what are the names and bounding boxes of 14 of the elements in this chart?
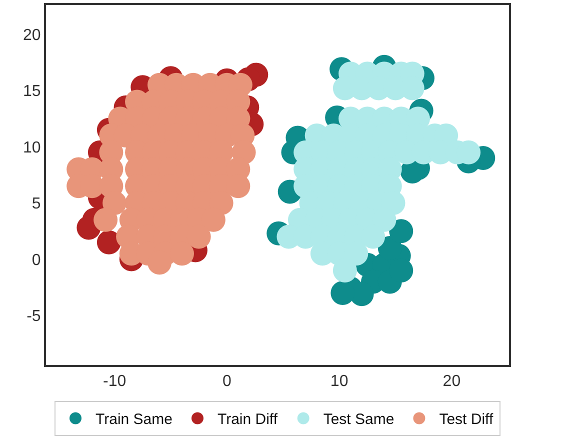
- x-tick-label: -10: [102, 373, 126, 390]
- x-tick-label: 20: [442, 373, 461, 390]
- legend-label: Test Diff: [439, 411, 494, 428]
- x-tick-label: 0: [222, 373, 232, 390]
- y-tick-label: 10: [23, 139, 41, 156]
- y-tick-label: 0: [32, 252, 41, 269]
- legend-label: Train Diff: [217, 411, 278, 428]
- y-tick-label: -5: [26, 308, 41, 326]
- y-tick-label: 5: [32, 196, 41, 213]
- y-tick-label: 20: [23, 26, 41, 44]
- legend-label: Train Same: [96, 411, 172, 428]
- y-tick-label: 15: [23, 83, 41, 100]
- legend-label: Test Same: [323, 411, 394, 428]
- x-tick-label: 10: [330, 373, 348, 390]
